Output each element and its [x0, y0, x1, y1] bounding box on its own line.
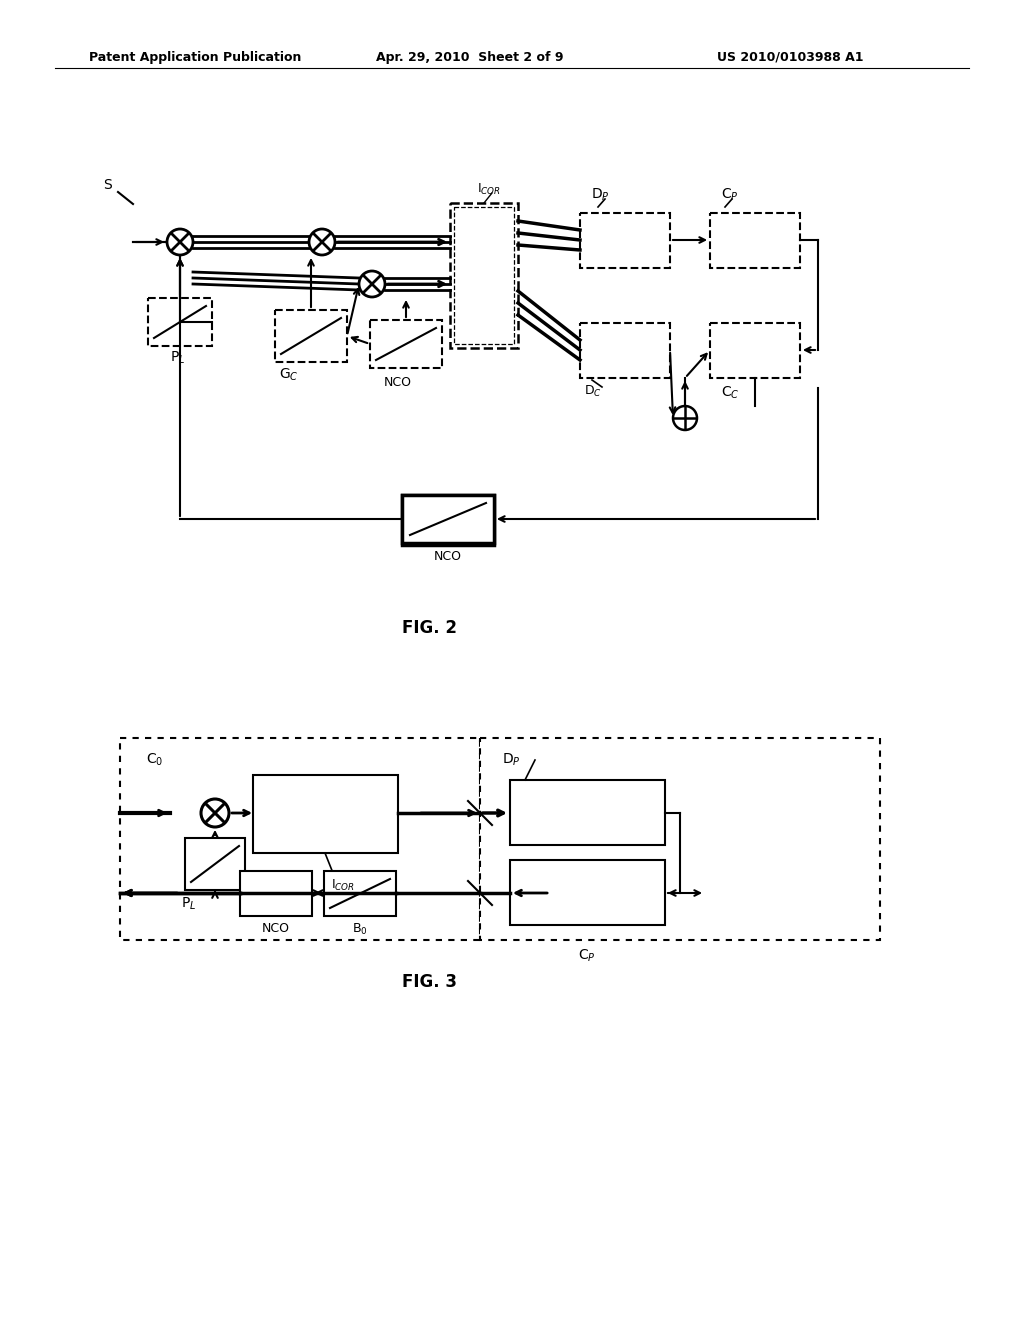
Bar [148, 298, 212, 346]
Bar [402, 495, 494, 545]
Bar [253, 775, 398, 853]
Bar [510, 780, 665, 845]
Text: US 2010/0103988 A1: US 2010/0103988 A1 [717, 50, 863, 63]
Text: FIG. 2: FIG. 2 [402, 619, 458, 638]
Bar [240, 871, 312, 916]
Text: C$_0$: C$_0$ [146, 752, 164, 768]
Text: Apr. 29, 2010  Sheet 2 of 9: Apr. 29, 2010 Sheet 2 of 9 [376, 50, 564, 63]
Bar [275, 310, 347, 362]
Text: B$_0$: B$_0$ [352, 921, 368, 937]
Circle shape [201, 799, 229, 828]
Text: Patent Application Publication: Patent Application Publication [89, 50, 301, 63]
Text: NCO: NCO [434, 550, 462, 564]
Text: C$_P$: C$_P$ [579, 948, 596, 964]
Text: D$_P$: D$_P$ [591, 187, 609, 203]
Text: G$_C$: G$_C$ [279, 367, 299, 383]
Bar [510, 861, 665, 925]
Bar [710, 323, 800, 378]
Text: NCO: NCO [262, 923, 290, 936]
Circle shape [673, 407, 697, 430]
Bar [710, 213, 800, 268]
Text: C$_P$: C$_P$ [721, 187, 739, 203]
Text: P$_L$: P$_L$ [170, 350, 185, 366]
Circle shape [167, 228, 193, 255]
Text: S: S [103, 178, 113, 191]
Bar [580, 213, 670, 268]
Bar [120, 738, 480, 940]
Text: I$_{COR}$: I$_{COR}$ [331, 878, 355, 892]
Text: FIG. 3: FIG. 3 [402, 973, 458, 991]
Circle shape [359, 271, 385, 297]
Text: NCO: NCO [384, 375, 412, 388]
Bar [324, 871, 396, 916]
Text: D$_P$: D$_P$ [502, 752, 520, 768]
Bar [402, 495, 494, 543]
Bar [480, 738, 880, 940]
Text: C$_C$: C$_C$ [721, 385, 739, 401]
Bar [450, 203, 518, 348]
Text: D$_C$: D$_C$ [584, 383, 602, 399]
Text: P$_L$: P$_L$ [181, 896, 197, 912]
Bar [580, 323, 670, 378]
Bar [185, 838, 245, 890]
Text: I$_{COR}$: I$_{COR}$ [477, 181, 501, 197]
Circle shape [309, 228, 335, 255]
Bar [454, 207, 514, 345]
Bar [370, 319, 442, 368]
